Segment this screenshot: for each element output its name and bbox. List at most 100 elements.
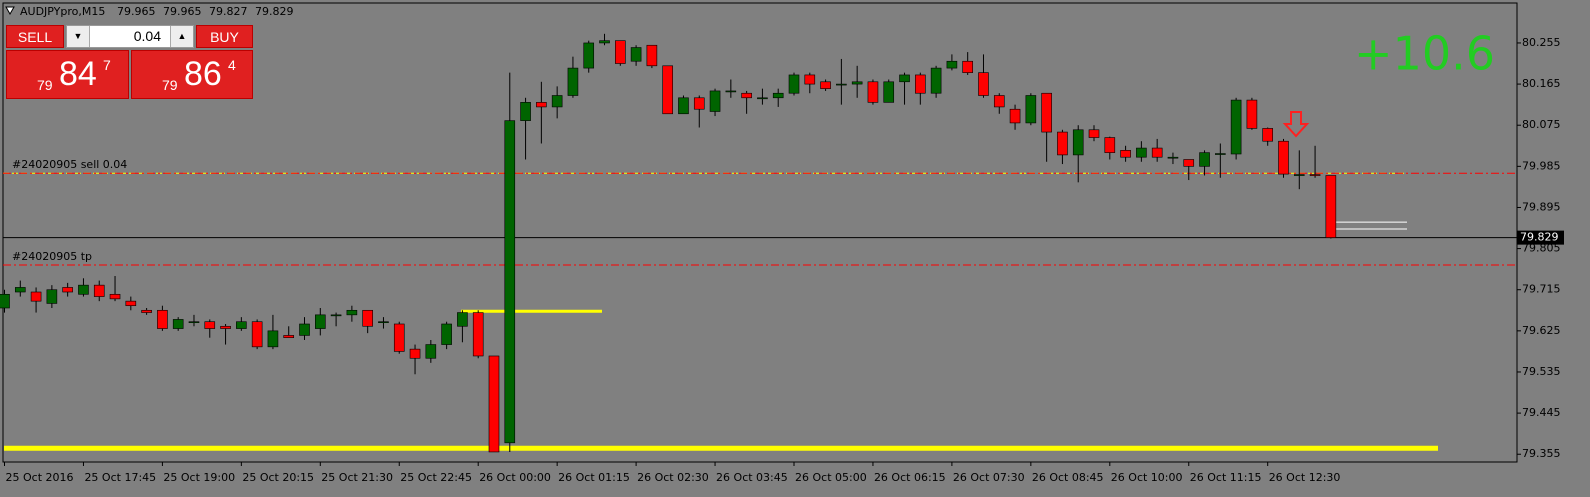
candle-body (109, 293, 121, 300)
x-tick-label: 25 Oct 2016 (6, 471, 74, 484)
candle-body (220, 325, 231, 329)
candle-body (267, 330, 279, 348)
x-tick-label: 25 Oct 19:00 (163, 471, 235, 484)
candle-body (46, 289, 58, 304)
plot-frame (2, 2, 1518, 463)
price-tail: 7 (103, 57, 111, 73)
sell-price[interactable]: 79 84 7 (6, 50, 129, 99)
candle-body (157, 309, 168, 329)
buy-price[interactable]: 79 86 4 (131, 50, 253, 99)
candle-body (251, 321, 263, 348)
candle-body (1057, 131, 1068, 156)
candle-body (1325, 175, 1337, 238)
y-tick-label: 80.165 (1522, 77, 1561, 90)
candle-body (204, 321, 216, 329)
candle-body (236, 321, 247, 329)
price-head: 79 (37, 77, 53, 93)
header-close: 79.829 (255, 5, 294, 18)
candle-body (1041, 92, 1052, 133)
candle-body (851, 81, 863, 85)
candle-body (1262, 128, 1273, 142)
candle-body (283, 335, 295, 339)
x-tick-label: 26 Oct 08:45 (1032, 471, 1104, 484)
candle-body (1246, 99, 1258, 129)
candle-body (757, 97, 768, 100)
candle-body (409, 348, 421, 359)
x-tick-label: 26 Oct 06:15 (874, 471, 946, 484)
price-tag-label: 79.829 (1520, 231, 1559, 244)
chart-title: AUDJPYpro,M15 (20, 5, 105, 18)
x-tick-label: 25 Oct 21:30 (321, 471, 393, 484)
header-open: 79.965 (117, 5, 156, 18)
x-tick-label: 25 Oct 20:15 (242, 471, 314, 484)
y-tick-label: 79.895 (1522, 200, 1561, 213)
header-high: 79.965 (163, 5, 202, 18)
candle-body (867, 81, 879, 103)
candle-body (788, 74, 800, 94)
symbol-icon (5, 6, 15, 16)
header-low: 79.827 (209, 5, 248, 18)
candle-body (1120, 150, 1131, 158)
level-label: #24020905 tp (12, 250, 92, 263)
candle-body (536, 102, 547, 108)
candle-body (978, 72, 989, 96)
candle-body (362, 309, 373, 327)
price-head: 79 (162, 77, 178, 93)
candle-body (693, 97, 705, 110)
candle-body (0, 293, 10, 309)
candle-body (930, 67, 942, 94)
one-click-trading: SELL ▼ 0.04 ▲ BUY 79 84 7 79 86 4 (6, 25, 253, 99)
x-tick-label: 25 Oct 17:45 (84, 471, 156, 484)
candle-body (946, 60, 958, 69)
lot-input[interactable]: ▼ 0.04 ▲ (66, 25, 194, 48)
candle-body (62, 287, 73, 293)
candle-body (141, 309, 152, 313)
candle-body (504, 120, 516, 444)
candle-body (172, 319, 184, 329)
candle-body (78, 284, 89, 295)
price-tail: 4 (228, 57, 236, 73)
y-tick-label: 80.075 (1522, 118, 1561, 131)
candle-body (899, 74, 910, 83)
lot-up[interactable]: ▲ (170, 26, 193, 47)
sell-button[interactable]: SELL (6, 25, 64, 48)
candle-body (709, 90, 721, 112)
level-label: #24020905 sell 0.04 (12, 158, 127, 171)
candle-body (1104, 137, 1116, 153)
candle-body (1215, 153, 1226, 155)
candle-body (330, 314, 342, 317)
candle-body (1230, 99, 1242, 155)
profit: +10.6 (1354, 27, 1495, 81)
candle-body (425, 344, 437, 359)
candle-body (725, 90, 737, 93)
candle-body (1136, 147, 1147, 158)
candle-body (14, 287, 26, 293)
candle-body (678, 97, 689, 115)
x-tick-label: 26 Oct 02:30 (637, 471, 709, 484)
candle-body (125, 300, 137, 307)
sell-arrow (1282, 111, 1310, 138)
buy-button[interactable]: BUY (196, 25, 253, 48)
x-tick-label: 26 Oct 11:15 (1190, 471, 1262, 484)
candle-body (567, 67, 579, 96)
candle-body (993, 95, 1005, 108)
candle-body (520, 102, 531, 121)
candle-body (1151, 147, 1163, 158)
x-tick-label: 26 Oct 05:00 (795, 471, 867, 484)
candle-body (741, 92, 752, 99)
candle-body (1167, 156, 1179, 159)
candle-body (346, 309, 358, 316)
candle-body (472, 312, 484, 357)
candle-body (772, 92, 784, 99)
candle-body (630, 47, 642, 62)
candle-body (883, 81, 895, 103)
price-main: 84 (59, 55, 97, 93)
x-tick-label: 25 Oct 22:45 (400, 471, 472, 484)
candle-body (1088, 129, 1100, 138)
candle-body (30, 291, 42, 302)
candle-body (299, 323, 310, 336)
candle-body (915, 74, 926, 94)
lot-down[interactable]: ▼ (67, 26, 90, 47)
candle-body (314, 314, 326, 329)
